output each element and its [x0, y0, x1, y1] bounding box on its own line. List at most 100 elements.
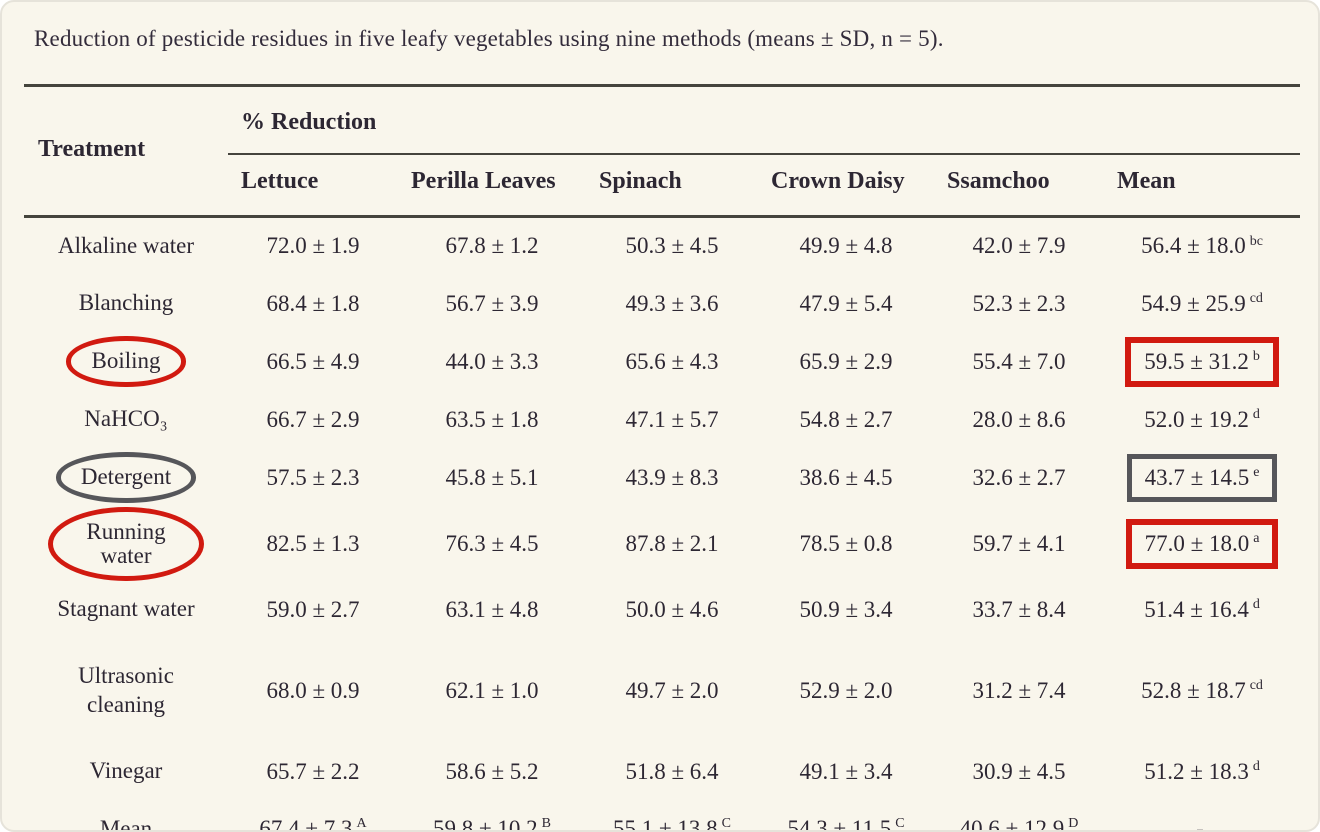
cell-spinach: 49.7 ± 2.0 — [586, 639, 758, 743]
cell-ssamchoo: 30.9 ± 4.5 — [934, 743, 1104, 801]
cell-mean: - — [1104, 800, 1301, 830]
value-text: 49.1 ± 3.4 — [799, 758, 893, 784]
red-ellipse-annotation: Running water — [48, 506, 204, 581]
value-text: 52.3 ± 2.3 — [972, 290, 1066, 316]
cell-ssamchoo: 52.3 ± 2.3 — [934, 275, 1104, 333]
cell-treatment: Detergent — [24, 449, 228, 507]
cell-spinach: 87.8 ± 2.1 — [586, 507, 758, 581]
cell-perilla-leaves: 59.8 ± 10.2 B — [398, 800, 586, 832]
value-text: 52.0 ± 19.2 — [1144, 406, 1249, 432]
cell-crown-daisy: 49.9 ± 4.8 — [758, 217, 934, 275]
header-group-row: Treatment % Reduction — [24, 84, 1301, 218]
cell-perilla-leaves: 76.3 ± 4.5 — [398, 507, 586, 581]
significance-letter: d — [1252, 406, 1260, 422]
cell-ssamchoo: 28.0 ± 8.6 — [934, 391, 1104, 449]
value-text: 49.9 ± 4.8 — [799, 233, 893, 259]
cell-ssamchoo: 31.2 ± 7.4 — [934, 639, 1104, 743]
cell-mean: 54.9 ± 25.9 cd — [1104, 275, 1300, 333]
cell-perilla-leaves: 62.1 ± 1.0 — [398, 639, 586, 743]
cell-ssamchoo: 40.6 ± 12.9 D — [934, 800, 1104, 832]
cell-treatment: Ultrasonic cleaning — [24, 639, 228, 743]
cell-perilla-leaves: 63.5 ± 1.8 — [398, 391, 586, 449]
value-text: 59.7 ± 4.1 — [972, 530, 1066, 556]
cell-ssamchoo: 59.7 ± 4.1 — [934, 507, 1104, 581]
cell-treatment: Running water — [24, 506, 228, 581]
cell-crown-daisy: 50.9 ± 3.4 — [758, 581, 934, 639]
treatment-label: NaHCO₃ — [84, 406, 168, 432]
header-col-perilla-leaves: Perilla Leaves — [398, 154, 586, 218]
table-row-vinegar: Vinegar 65.7 ± 2.2 58.6 ± 5.2 51.8 ± 6.4… — [24, 743, 1300, 801]
value-text: 77.0 ± 18.0 — [1144, 530, 1250, 556]
significance-letter: B — [541, 816, 551, 832]
table-row-blanching: Blanching 68.4 ± 1.8 56.7 ± 3.9 49.3 ± 3… — [24, 275, 1300, 333]
significance-letter: C — [895, 816, 905, 832]
significance-letter: bc — [1249, 233, 1263, 249]
cell-crown-daisy: 78.5 ± 0.8 — [758, 507, 934, 581]
table-row-mean: Mean 67.4 ± 7.3 A 59.8 ± 10.2 B 55.1 ± 13.… — [24, 800, 1301, 832]
significance-letter: b — [1252, 348, 1260, 364]
value-text: 65.9 ± 2.9 — [799, 348, 893, 374]
table-row-stagnant-water: Stagnant water 59.0 ± 2.7 63.1 ± 4.8 50.… — [24, 581, 1300, 639]
value-text: 45.8 ± 5.1 — [445, 464, 539, 490]
table-row-alkaline-water: Alkaline water 72.0 ± 1.9 67.8 ± 1.2 50.… — [24, 217, 1300, 275]
significance-letter: d — [1252, 759, 1260, 775]
value-text: 50.9 ± 3.4 — [799, 596, 893, 622]
significance-letter: C — [721, 816, 731, 832]
cell-spinach: 50.0 ± 4.6 — [586, 581, 758, 639]
value-text: 66.5 ± 4.9 — [266, 348, 360, 374]
red-box-annotation: 77.0 ± 18.0 a — [1125, 518, 1279, 569]
value-text: 44.0 ± 3.3 — [445, 348, 539, 374]
cell-lettuce: 59.0 ± 2.7 — [228, 581, 398, 639]
treatment-label: Detergent — [80, 464, 172, 490]
significance-letter: D — [1068, 816, 1079, 832]
cell-perilla-leaves: 56.7 ± 3.9 — [398, 275, 586, 333]
significance-letter: e — [1253, 464, 1260, 480]
value-text: 72.0 ± 1.9 — [266, 233, 360, 259]
significance-letter: a — [1253, 530, 1260, 546]
cell-treatment: Mean — [24, 800, 228, 830]
cell-spinach: 65.6 ± 4.3 — [586, 333, 758, 391]
value-text: 59.8 ± 10.2 — [433, 816, 538, 832]
header-col-mean: Mean — [1104, 154, 1301, 218]
value-text: 57.5 ± 2.3 — [266, 464, 360, 490]
treatment-label: Ultrasonic cleaning — [78, 663, 174, 717]
cell-mean: 51.4 ± 16.4 d — [1104, 581, 1300, 639]
value-text: 31.2 ± 7.4 — [972, 677, 1066, 703]
cell-mean: 52.0 ± 19.2 d — [1104, 391, 1300, 449]
value-text: 47.1 ± 5.7 — [625, 406, 719, 432]
value-text: 68.0 ± 0.9 — [266, 677, 360, 703]
value-text: 56.4 ± 18.0 — [1141, 233, 1246, 259]
header-col-crown-daisy: Crown Daisy — [758, 154, 934, 218]
header-col-lettuce: Lettuce — [228, 154, 398, 218]
value-text: 63.5 ± 1.8 — [445, 406, 539, 432]
cell-lettuce: 66.5 ± 4.9 — [228, 333, 398, 391]
treatment-label: Boiling — [91, 348, 161, 374]
value-text: 47.9 ± 5.4 — [799, 290, 893, 316]
value-text: 51.4 ± 16.4 — [1144, 596, 1249, 622]
cell-ssamchoo: 42.0 ± 7.9 — [934, 217, 1104, 275]
cell-treatment: Blanching — [24, 275, 228, 333]
cell-mean: 59.5 ± 31.2 b — [1104, 333, 1300, 391]
cell-perilla-leaves: 58.6 ± 5.2 — [398, 743, 586, 801]
value-text: 49.7 ± 2.0 — [625, 677, 719, 703]
value-text: 54.3 ± 11.5 — [787, 816, 892, 832]
value-text: 54.8 ± 2.7 — [799, 406, 893, 432]
cell-treatment: Boiling — [24, 333, 228, 391]
treatment-label: Running water — [86, 518, 166, 568]
value-text: 54.9 ± 25.9 — [1141, 290, 1246, 316]
cell-perilla-leaves: 67.8 ± 1.2 — [398, 217, 586, 275]
cell-crown-daisy: 54.3 ± 11.5 C — [758, 800, 934, 832]
value-text: 55.4 ± 7.0 — [972, 348, 1066, 374]
value-text: 56.7 ± 3.9 — [445, 290, 539, 316]
value-text: 51.2 ± 18.3 — [1144, 758, 1249, 784]
cell-crown-daisy: 52.9 ± 2.0 — [758, 639, 934, 743]
gray-ellipse-annotation: Detergent — [55, 452, 197, 503]
cell-spinach: 55.1 ± 13.8 C — [586, 800, 758, 832]
cell-lettuce: 67.4 ± 7.3 A — [228, 800, 398, 830]
gray-box-annotation: 43.7 ± 14.5 e — [1126, 453, 1278, 502]
cell-crown-daisy: 38.6 ± 4.5 — [758, 449, 934, 507]
value-text: 78.5 ± 0.8 — [799, 530, 893, 556]
treatment-label: Alkaline water — [57, 232, 195, 258]
value-text: 28.0 ± 8.6 — [972, 406, 1066, 432]
